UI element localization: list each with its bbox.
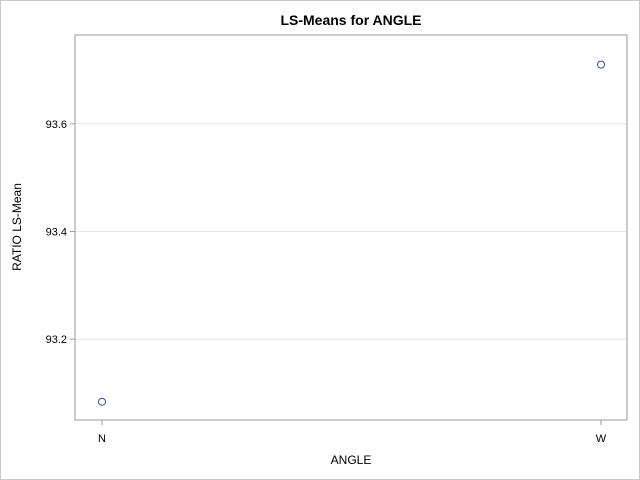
data-point-w [597, 60, 605, 69]
data-point-n [98, 397, 106, 406]
x-tick-label: W [596, 433, 607, 445]
chart-title: LS-Means for ANGLE [280, 12, 421, 28]
x-tick-label: N [98, 433, 106, 445]
y-tick-label: 93.4 [46, 227, 67, 239]
y-tick-label: 93.6 [46, 119, 67, 131]
y-axis: 93.2 93.4 93.6 [46, 119, 75, 346]
gridlines [75, 123, 627, 340]
plot-area [74, 34, 628, 421]
y-axis-label: RATIO LS-Mean [10, 183, 24, 271]
data-points [98, 60, 605, 406]
y-tick-label: 93.2 [46, 334, 67, 346]
x-axis-label: ANGLE [331, 453, 372, 467]
